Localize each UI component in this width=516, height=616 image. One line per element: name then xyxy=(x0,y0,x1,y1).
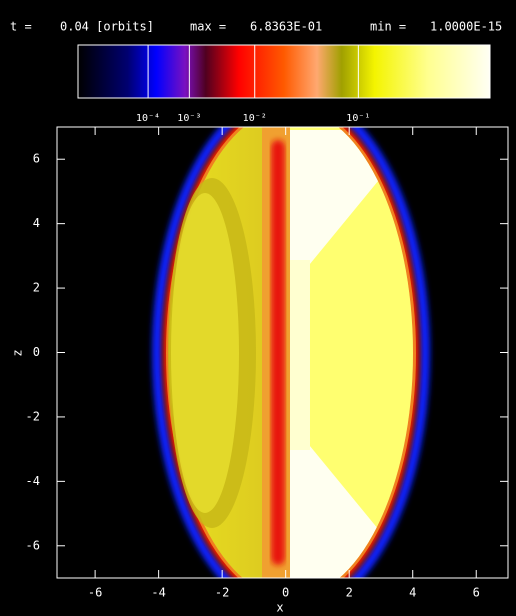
x-tick-label: -4 xyxy=(151,586,165,600)
y-tick-label: -4 xyxy=(26,474,40,488)
time: 0.04 [orbits] xyxy=(60,20,154,34)
colorbar-tick-label: 10⁻⁴ xyxy=(136,113,160,124)
y-tick-label: 4 xyxy=(33,216,40,230)
colorbar-tick-label: 10⁻³ xyxy=(177,113,201,124)
time-label: t = xyxy=(10,20,32,34)
y-tick-label: -6 xyxy=(26,538,40,552)
min-label: min = xyxy=(370,20,406,34)
x-tick-label: 4 xyxy=(409,586,416,600)
y-tick-label: 6 xyxy=(33,152,40,166)
density-image xyxy=(152,127,430,578)
max-value: 6.8363E-01 xyxy=(250,20,322,34)
colorbar-tick-label: 10⁻² xyxy=(243,113,267,124)
colorbar-tick-label: 10⁻¹ xyxy=(346,113,370,124)
max-label: max = xyxy=(190,20,226,34)
min-value: 1.0000E-15 xyxy=(430,20,502,34)
x-tick-label: 6 xyxy=(473,586,480,600)
y-tick-label: 0 xyxy=(33,345,40,359)
colorbar xyxy=(77,44,491,99)
x-tick-label: -6 xyxy=(88,586,102,600)
y-axis-label: z xyxy=(11,349,25,356)
x-tick-label: 2 xyxy=(346,586,353,600)
y-tick-label: -2 xyxy=(26,409,40,423)
x-tick-label: 0 xyxy=(282,586,289,600)
x-axis-label: x xyxy=(276,601,283,615)
y-tick-label: 2 xyxy=(33,281,40,295)
x-tick-label: -2 xyxy=(215,586,229,600)
